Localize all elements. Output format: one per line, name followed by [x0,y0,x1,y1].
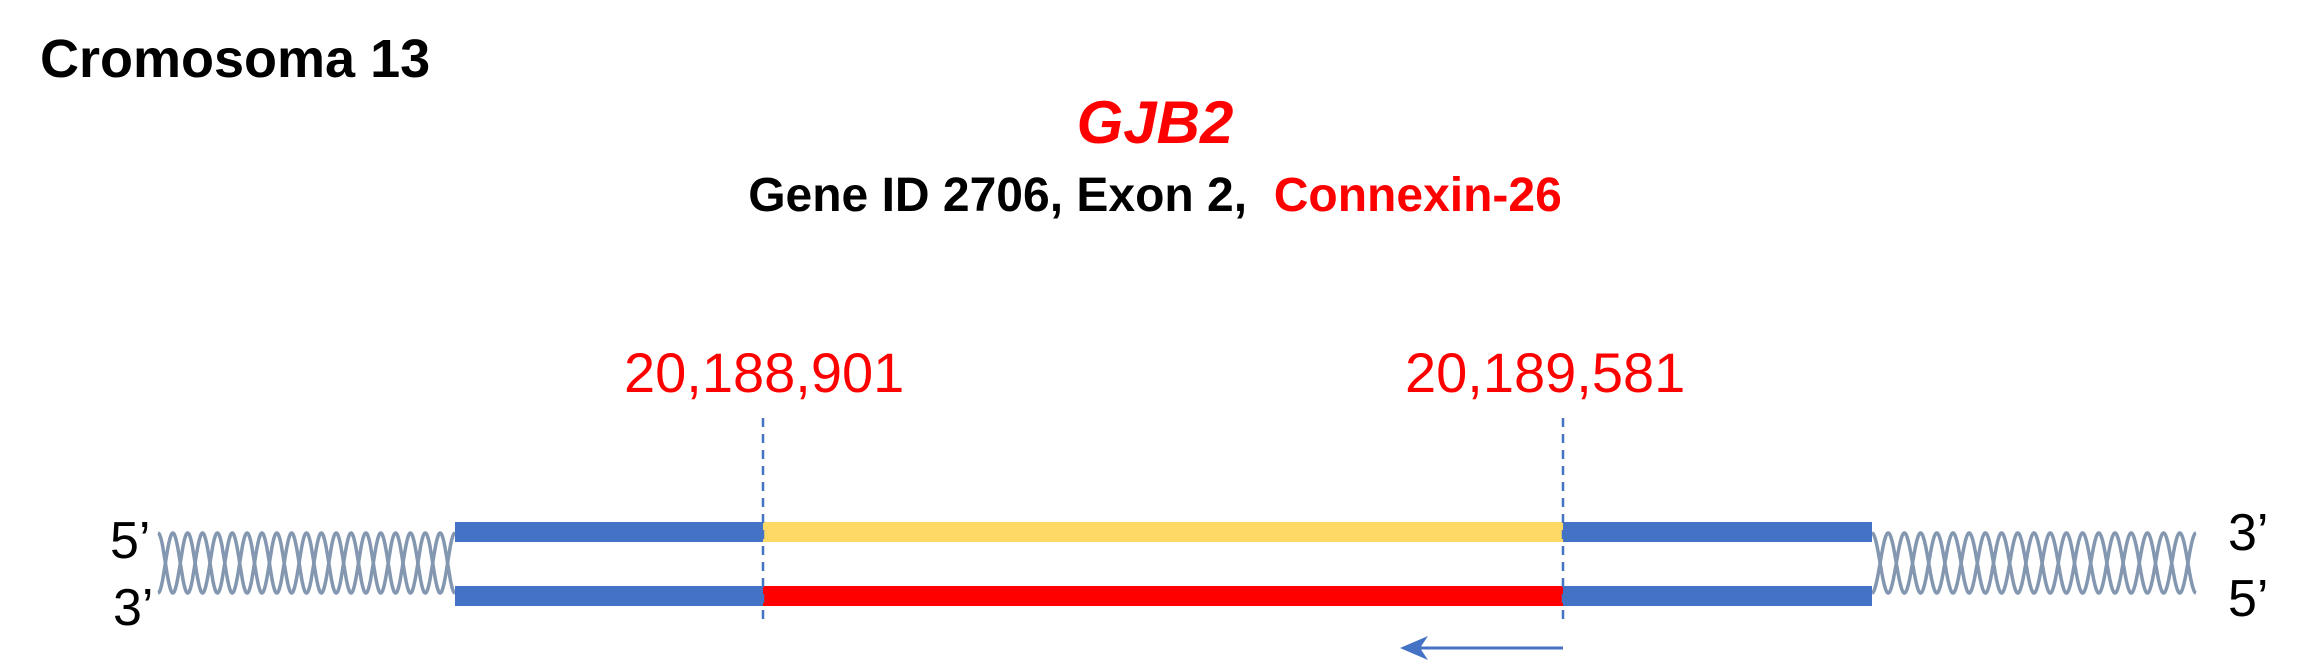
top-strand-left-end: 5’ [110,512,150,570]
helix-strand [157,531,456,595]
gene-symbol: GJB2 [1076,89,1234,156]
helix-right [1871,531,2197,595]
transcription-arrow [1400,636,1563,660]
chromosome-title: Cromosoma 13 [40,29,431,89]
helix-left [157,531,456,595]
helix-strand [157,531,456,595]
bottom-strand-left-end: 3’ [113,579,153,637]
start-coordinate: 20,188,901 [624,341,905,404]
protein-name: Connexin-26 [1273,169,1562,222]
helix-strand [1871,531,2197,595]
gene-info: Gene ID 2706, Exon 2, Connexin-26 [0,168,2310,223]
helix-strand [1871,531,2197,595]
bottom-strand-right-end: 5’ [2228,570,2268,628]
gene-info-prefix: Gene ID 2706, Exon 2, [748,169,1248,222]
end-coordinate: 20,189,581 [1405,341,1686,404]
top-strand-right-end: 3’ [2228,504,2268,562]
